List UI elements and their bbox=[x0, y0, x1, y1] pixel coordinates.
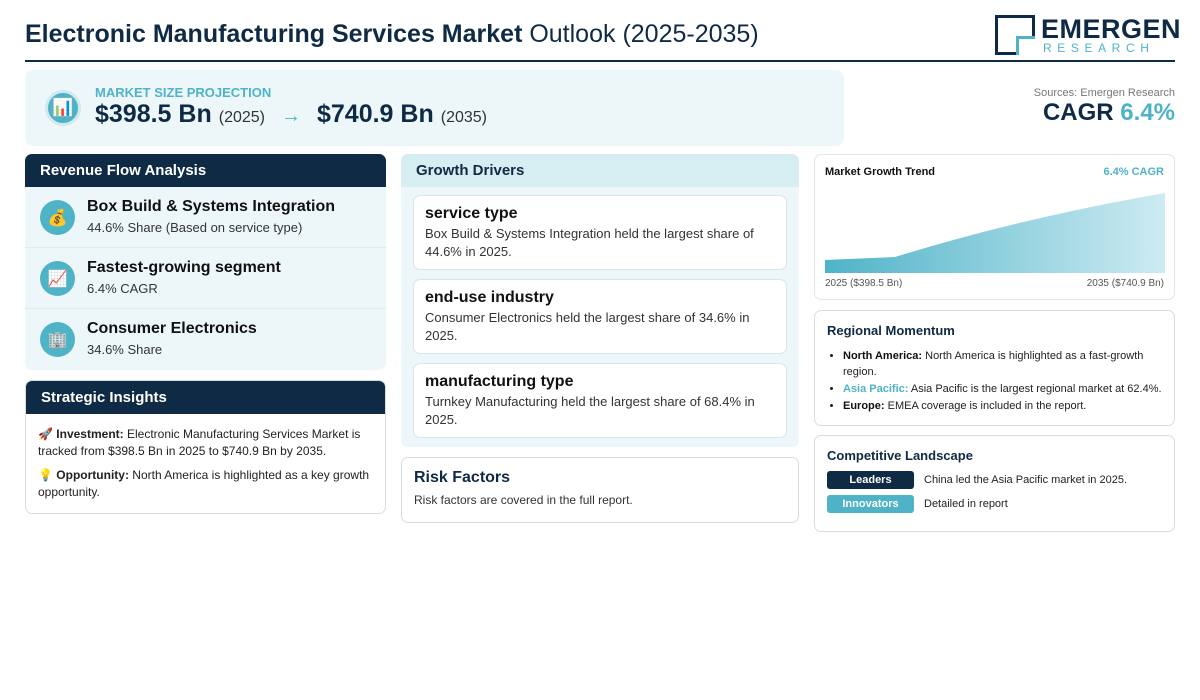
revenue-item-title: Fastest-growing segment bbox=[87, 259, 281, 276]
page-title: Electronic Manufacturing Services Market… bbox=[25, 20, 759, 49]
strategic-insights-title: Strategic Insights bbox=[26, 381, 385, 414]
revenue-flow-item: 🏢 Consumer Electronics 34.6% Share bbox=[25, 309, 386, 370]
rocket-icon: 🚀 bbox=[38, 427, 53, 441]
page-title-bold: Electronic Manufacturing Services Market bbox=[25, 20, 523, 48]
projection-values: $398.5 Bn (2025) → $740.9 Bn (2035) bbox=[95, 100, 487, 129]
regional-momentum-title: Regional Momentum bbox=[827, 323, 955, 338]
market-size-projection: 📊 MARKET SIZE PROJECTION $398.5 Bn (2025… bbox=[25, 70, 844, 146]
logo-name: EMERGEN bbox=[1041, 14, 1182, 44]
revenue-item-sub: 34.6% Share bbox=[87, 342, 163, 357]
leaders-badge: Leaders bbox=[827, 471, 914, 489]
growth-drivers-panel: Growth Drivers service type Box Build & … bbox=[401, 154, 799, 447]
strategic-insights-body: 🚀 Investment: Electronic Manufacturing S… bbox=[26, 414, 385, 501]
risk-factors-panel: Risk Factors Risk factors are covered in… bbox=[401, 457, 799, 523]
region-label: North America: bbox=[843, 350, 923, 362]
driver-card: service type Box Build & Systems Integra… bbox=[413, 195, 787, 270]
region-label: Europe: bbox=[843, 400, 885, 412]
lightbulb-icon: 💡 bbox=[38, 468, 53, 482]
regional-momentum-panel: Regional Momentum North America: North A… bbox=[814, 310, 1175, 426]
innovators-badge: Innovators bbox=[827, 495, 914, 513]
driver-card-text: Turnkey Manufacturing held the largest s… bbox=[425, 394, 755, 427]
projection-start-year: (2025) bbox=[218, 109, 265, 126]
cagr-headline: CAGR 6.4% bbox=[1034, 99, 1175, 127]
trend-end-label: 2035 ($740.9 Bn) bbox=[1086, 278, 1164, 289]
list-item: North America: North America is highligh… bbox=[843, 348, 1162, 380]
competitive-text: China led the Asia Pacific market in 202… bbox=[924, 474, 1128, 486]
market-growth-trend-card: Market Growth Trend 6.4% CAGR 2025 ($398… bbox=[814, 154, 1175, 300]
arrow-right-icon: → bbox=[281, 105, 301, 127]
growth-drivers-title: Growth Drivers bbox=[401, 154, 799, 187]
driver-card-title: end-use industry bbox=[425, 289, 554, 306]
investment-text: Electronic Manufacturing Services Market… bbox=[38, 427, 361, 458]
competitive-landscape-title: Competitive Landscape bbox=[827, 448, 973, 463]
building-icon: 🏢 bbox=[40, 322, 75, 357]
revenue-item-sub: 44.6% Share (Based on service type) bbox=[87, 220, 303, 235]
competitive-row: Leaders China led the Asia Pacific marke… bbox=[827, 471, 1127, 489]
projection-start-value: $398.5 Bn bbox=[95, 100, 212, 128]
projection-label: MARKET SIZE PROJECTION bbox=[95, 85, 272, 100]
trend-cagr: 6.4% CAGR bbox=[1103, 166, 1164, 178]
cagr-label: CAGR bbox=[1042, 99, 1114, 126]
logo-sub: RESEARCH bbox=[1043, 41, 1155, 55]
opportunity-insight: 💡 Opportunity: North America is highligh… bbox=[38, 467, 373, 501]
list-item: Asia Pacific: Asia Pacific is the larges… bbox=[843, 381, 1162, 397]
opportunity-label: Opportunity: bbox=[56, 468, 129, 482]
risk-factors-title: Risk Factors bbox=[414, 469, 511, 486]
region-text: EMEA coverage is included in the report. bbox=[884, 400, 1087, 412]
competitive-row: Innovators Detailed in report bbox=[827, 495, 1008, 513]
revenue-item-title: Box Build & Systems Integration bbox=[87, 198, 336, 215]
region-text: Asia Pacific is the largest regional mar… bbox=[908, 383, 1162, 395]
page-header: Electronic Manufacturing Services Market… bbox=[25, 12, 1181, 62]
revenue-item-sub: 6.4% CAGR bbox=[87, 281, 158, 296]
trend-chart bbox=[825, 193, 1165, 273]
investment-label: Investment: bbox=[56, 427, 124, 441]
driver-card: manufacturing type Turnkey Manufacturing… bbox=[413, 363, 787, 438]
strategic-insights-panel: Strategic Insights 🚀 Investment: Electro… bbox=[25, 380, 386, 514]
trend-up-icon: 📈 bbox=[40, 261, 75, 296]
investment-insight: 🚀 Investment: Electronic Manufacturing S… bbox=[38, 426, 373, 460]
revenue-flow-panel: Revenue Flow Analysis 💰 Box Build & Syst… bbox=[25, 154, 386, 370]
revenue-flow-item: 📈 Fastest-growing segment 6.4% CAGR bbox=[25, 248, 386, 309]
sources-text: Sources: Emergen Research bbox=[1033, 87, 1175, 99]
driver-card-text: Box Build & Systems Integration held the… bbox=[425, 226, 754, 259]
region-label: Asia Pacific: bbox=[843, 383, 909, 395]
trend-title: Market Growth Trend bbox=[825, 166, 936, 178]
projection-end-year: (2035) bbox=[440, 109, 487, 126]
list-item: Europe: EMEA coverage is included in the… bbox=[843, 398, 1162, 414]
logo-mark-icon bbox=[995, 15, 1035, 55]
revenue-flow-item: 💰 Box Build & Systems Integration 44.6% … bbox=[25, 187, 386, 248]
chart-icon: 📊 bbox=[45, 90, 81, 126]
competitive-text: Detailed in report bbox=[924, 498, 1008, 510]
driver-card-text: Consumer Electronics held the largest sh… bbox=[425, 310, 750, 343]
driver-card: end-use industry Consumer Electronics he… bbox=[413, 279, 787, 354]
region-text: North America is highlighted as a fast-g… bbox=[843, 350, 1144, 378]
page-title-rest: Outlook (2025-2035) bbox=[522, 20, 759, 48]
revenue-item-title: Consumer Electronics bbox=[87, 320, 257, 337]
competitive-landscape-panel: Competitive Landscape Leaders China led … bbox=[814, 435, 1175, 532]
driver-card-title: service type bbox=[425, 205, 518, 222]
cagr-value: 6.4% bbox=[1120, 99, 1175, 126]
driver-card-title: manufacturing type bbox=[425, 373, 574, 390]
cagr-summary: Sources: Emergen Research CAGR 6.4% bbox=[1034, 87, 1175, 127]
opportunity-text: North America is highlighted as a key gr… bbox=[38, 468, 370, 499]
trend-area bbox=[825, 193, 1165, 273]
trend-start-label: 2025 ($398.5 Bn) bbox=[825, 278, 903, 289]
money-bag-icon: 💰 bbox=[40, 200, 75, 235]
revenue-flow-title: Revenue Flow Analysis bbox=[25, 154, 386, 187]
risk-factors-text: Risk factors are covered in the full rep… bbox=[414, 493, 633, 507]
emergen-logo: EMERGEN RESEARCH bbox=[995, 14, 1181, 56]
projection-end-value: $740.9 Bn bbox=[317, 100, 434, 128]
regional-list: North America: North America is highligh… bbox=[827, 348, 1162, 414]
